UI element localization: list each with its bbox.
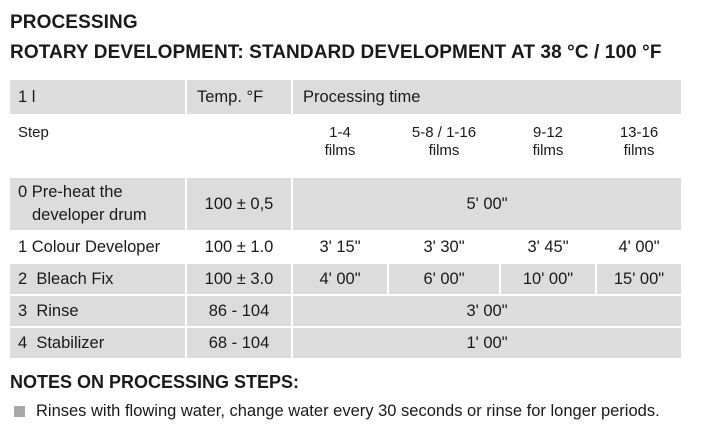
step-header: Step <box>10 115 187 178</box>
time-cell: 3' 00" <box>292 295 684 328</box>
films-col-range: 9-12 <box>532 124 564 141</box>
time-header: Processing time <box>292 80 684 116</box>
temp-cell: 100 ± 3.0 <box>186 263 293 296</box>
films-col-range: 13-16 <box>619 124 659 141</box>
films-col-header: 5-8 / 1-16 films <box>388 115 501 178</box>
step-cell: 4 Stabilizer <box>10 327 187 360</box>
step-cell: 3 Rinse <box>10 295 187 328</box>
films-col-unit: films <box>532 142 564 159</box>
notes-heading: NOTES ON PROCESSING STEPS: <box>10 372 300 392</box>
films-col-unit: films <box>324 142 356 159</box>
time-cell: 3' 15" <box>292 231 389 264</box>
table-subheader-row: Step 1-4 films 5-8 / 1-16 films 9-12 fil… <box>10 115 684 178</box>
table-row: 4 Stabilizer 68 - 104 1' 00" <box>10 327 684 360</box>
temp-subheader-empty <box>186 115 293 178</box>
note-item: Rinses with flowing water, change water … <box>14 402 660 421</box>
time-cell: 15' 00" <box>596 263 684 296</box>
time-cell: 5' 00" <box>292 177 684 232</box>
time-cell: 4' 00" <box>596 231 684 264</box>
step-label-line: 0 Pre-heat the <box>18 183 123 201</box>
temp-cell: 100 ± 1.0 <box>186 231 293 264</box>
step-label-line: developer drum <box>32 206 147 224</box>
volume-header: 1 l <box>10 80 187 116</box>
films-col-header: 13-16 films <box>596 115 684 178</box>
processing-table: 1 l Temp. °F Processing time Step 1-4 fi… <box>10 80 684 360</box>
step-cell: 2 Bleach Fix <box>10 263 187 296</box>
step-cell: 1 Colour Developer <box>10 231 187 264</box>
time-cell: 3' 45" <box>500 231 597 264</box>
table-row: 1 Colour Developer 100 ± 1.0 3' 15" 3' 3… <box>10 231 684 264</box>
time-cell: 4' 00" <box>292 263 389 296</box>
table-header-row: 1 l Temp. °F Processing time <box>10 80 684 116</box>
time-cell: 6' 00" <box>388 263 501 296</box>
table-row: 3 Rinse 86 - 104 3' 00" <box>10 295 684 328</box>
step-cell: 0 Pre-heat the developer drum <box>10 177 187 232</box>
note-text: Rinses with flowing water, change water … <box>36 402 660 420</box>
page-heading: PROCESSING <box>10 12 138 33</box>
section-heading: ROTARY DEVELOPMENT: STANDARD DEVELOPMENT… <box>10 42 662 63</box>
films-col-range: 1-4 <box>329 124 351 141</box>
films-col-header: 9-12 films <box>500 115 597 178</box>
temp-cell: 68 - 104 <box>186 327 293 360</box>
time-cell: 10' 00" <box>500 263 597 296</box>
time-cell: 3' 30" <box>388 231 501 264</box>
square-bullet-icon <box>14 406 25 417</box>
time-cell: 1' 00" <box>292 327 684 360</box>
films-col-unit: films <box>623 142 655 159</box>
temp-header: Temp. °F <box>186 80 293 116</box>
temp-cell: 86 - 104 <box>186 295 293 328</box>
table-row: 2 Bleach Fix 100 ± 3.0 4' 00" 6' 00" 10'… <box>10 263 684 296</box>
films-col-range: 5-8 / 1-16 <box>411 124 477 141</box>
films-col-unit: films <box>428 142 460 159</box>
films-col-header: 1-4 films <box>292 115 389 178</box>
temp-cell: 100 ± 0,5 <box>186 177 293 232</box>
table-row: 0 Pre-heat the developer drum 100 ± 0,5 … <box>10 177 684 232</box>
